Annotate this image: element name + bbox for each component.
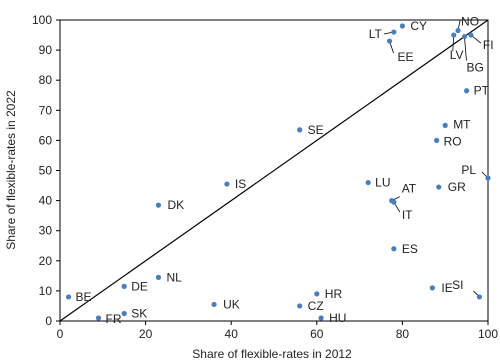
point-label: BE — [76, 290, 92, 304]
point-label: BG — [466, 61, 483, 75]
data-point — [211, 301, 217, 308]
data-point — [155, 202, 162, 208]
x-tick-label: 0 — [57, 327, 64, 341]
y-tick-label: 70 — [39, 103, 53, 117]
x-tick-label: 60 — [310, 327, 324, 341]
point-label: MT — [453, 117, 471, 131]
x-axis-title: Share of flexible-rates in 2012 — [192, 347, 352, 361]
point-label: SK — [131, 306, 147, 320]
point-label: SE — [308, 123, 324, 137]
y-tick-label: 30 — [39, 224, 53, 238]
point-label: PL — [461, 163, 476, 177]
data-point — [455, 27, 461, 34]
point-label: SI — [452, 278, 463, 292]
data-point — [451, 32, 457, 38]
point-label: PT — [474, 84, 490, 98]
data-point — [297, 127, 303, 133]
x-tick-label: 80 — [396, 327, 410, 341]
point-label: GR — [448, 180, 466, 194]
data-point — [391, 29, 397, 35]
y-tick-label: 80 — [39, 73, 53, 87]
data-point — [121, 283, 127, 289]
point-label: ES — [402, 242, 418, 256]
point-label: CY — [410, 19, 427, 33]
data-point — [434, 137, 440, 143]
data-point — [365, 179, 371, 186]
point-label: IS — [235, 177, 246, 191]
y-tick-label: 100 — [32, 13, 52, 27]
y-tick-label: 20 — [39, 254, 53, 268]
point-label: NO — [461, 15, 479, 29]
point-label: HU — [329, 311, 346, 325]
point-label: IT — [402, 208, 413, 222]
point-label: HR — [325, 287, 343, 301]
point-label: LU — [375, 176, 390, 190]
data-point — [442, 122, 448, 128]
y-tick-label: 0 — [45, 314, 52, 328]
point-label: UK — [223, 297, 240, 311]
y-tick-label: 10 — [39, 284, 53, 298]
y-axis-title: Share of flexible-rates in 2022 — [4, 90, 18, 250]
point-label: FR — [106, 312, 122, 326]
point-label: EE — [398, 50, 414, 64]
leader-line — [464, 36, 467, 61]
data-point — [297, 303, 303, 309]
point-label: RO — [444, 134, 462, 148]
plot-area: 0 20 40 60 80 100 0 10 20 30 40 50 60 70 80 90 100 BE FR SK… — [32, 13, 498, 341]
point-label: FI — [483, 38, 494, 52]
data-point — [155, 274, 162, 280]
x-tick-label: 20 — [139, 327, 153, 341]
data-point — [476, 294, 483, 300]
y-tick-label: 40 — [39, 194, 53, 208]
data-point — [318, 315, 324, 321]
point-label: AT — [402, 182, 417, 196]
diagonal-line — [59, 19, 489, 322]
data-point — [386, 38, 393, 44]
point-label: DE — [131, 279, 148, 293]
y-tick-label: 50 — [39, 164, 53, 178]
data-point — [95, 315, 102, 321]
y-tick-label: 60 — [39, 133, 53, 147]
point-label: LT — [369, 27, 383, 41]
data-point — [224, 181, 230, 187]
x-tick-label: 40 — [225, 327, 239, 341]
data-point — [461, 33, 468, 40]
point-label: LV — [450, 48, 464, 62]
data-point — [121, 310, 127, 317]
data-point — [391, 199, 397, 205]
data-point — [468, 32, 474, 38]
data-point — [436, 184, 442, 190]
data-point — [464, 88, 470, 94]
leader-line — [452, 35, 455, 52]
data-point — [485, 175, 491, 181]
data-point — [391, 246, 397, 252]
point-label: NL — [166, 270, 182, 284]
data-point — [65, 294, 72, 300]
point-label: IE — [441, 281, 452, 295]
point-label: CZ — [308, 299, 324, 313]
data-point — [399, 23, 405, 29]
x-tick-label: 100 — [478, 327, 498, 341]
y-tick-label: 90 — [39, 43, 53, 57]
data-point — [314, 291, 320, 297]
point-label: DK — [167, 198, 184, 212]
data-point — [429, 285, 435, 291]
